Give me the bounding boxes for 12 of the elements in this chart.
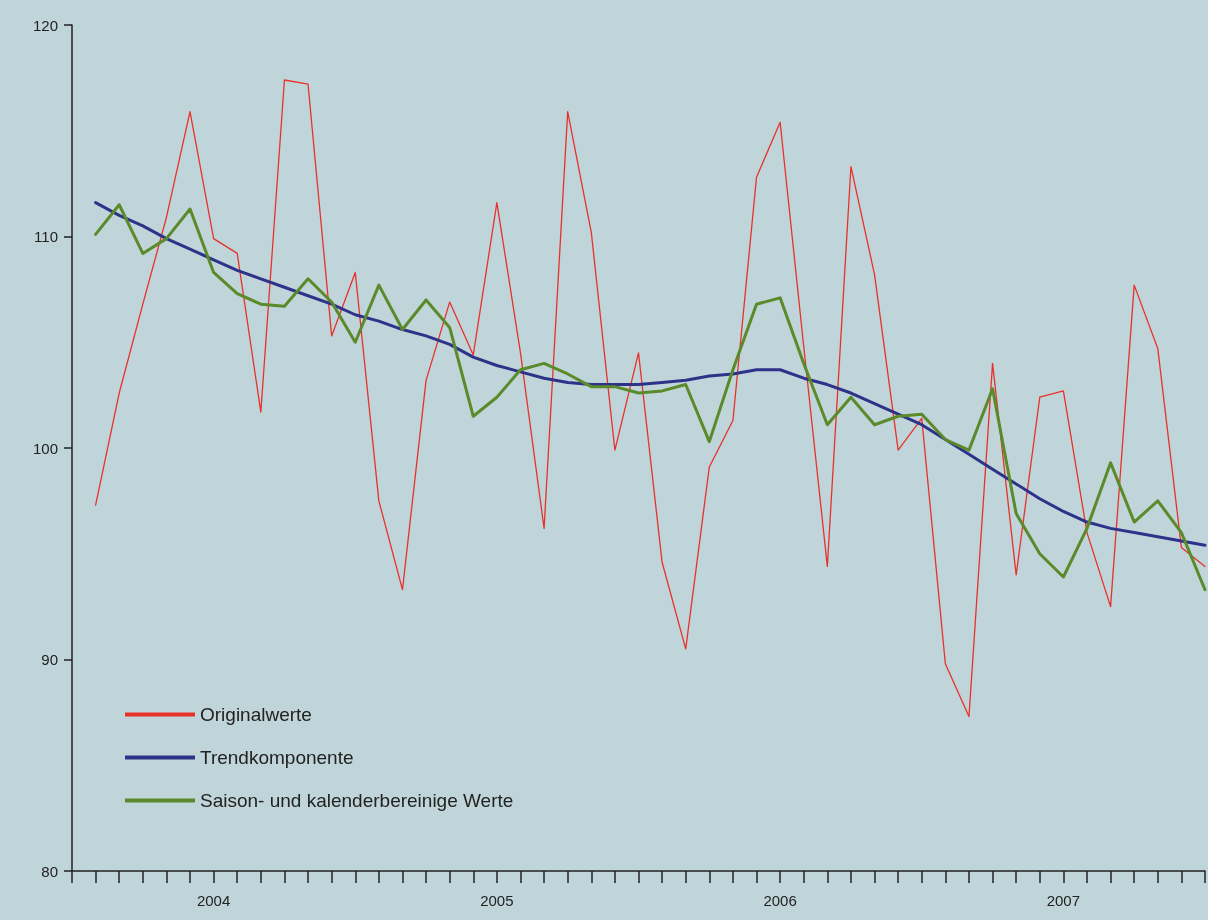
x-tick-label: 2005 xyxy=(480,892,514,909)
legend-label: Saison- und kalenderbereinige Werte xyxy=(200,790,514,811)
y-tick-label: 100 xyxy=(32,439,58,457)
y-tick-label: 120 xyxy=(32,16,58,34)
y-tick-label: 90 xyxy=(41,651,58,668)
legend-label: Originalwerte xyxy=(200,704,312,725)
y-tick-label: 80 xyxy=(41,862,58,880)
legend-label: Trendkomponente xyxy=(200,747,354,768)
x-tick-label: 2006 xyxy=(763,892,797,909)
x-tick-label: 2004 xyxy=(196,892,231,909)
y-tick-label: 110 xyxy=(34,228,58,245)
x-tick-label: 2007 xyxy=(1046,892,1081,909)
